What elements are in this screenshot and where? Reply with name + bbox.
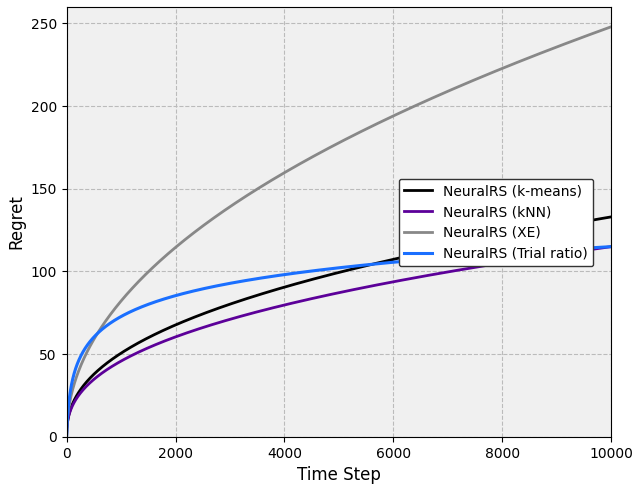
NeuralRS (XE) [417,100,424,106]
Line: NeuralRS (Trial ratio): NeuralRS (Trial ratio) [67,246,611,437]
NeuralRS (XE) [389,113,397,119]
NeuralRS (Trial ratio) [511,250,518,256]
NeuralRS (Trial ratio) [63,434,70,440]
NeuralRS (kNN) [162,338,170,344]
NeuralRS (k-means) [271,287,278,293]
NeuralRS (k-means) [389,256,397,262]
NeuralRS (Trial ratio) [607,244,615,249]
NeuralRS (k-means) [607,214,615,220]
NeuralRS (k-means) [63,434,70,440]
Y-axis label: Regret: Regret [7,194,25,249]
Legend: NeuralRS (k-means), NeuralRS (kNN), NeuralRS (XE), NeuralRS (Trial ratio): NeuralRS (k-means), NeuralRS (kNN), Neur… [399,179,593,267]
NeuralRS (Trial ratio) [271,273,278,279]
NeuralRS (Trial ratio) [417,257,424,263]
NeuralRS (Trial ratio) [389,259,397,265]
NeuralRS (Trial ratio) [162,296,170,301]
NeuralRS (XE) [607,24,615,30]
NeuralRS (XE) [469,78,477,83]
NeuralRS (k-means) [511,231,518,237]
Line: NeuralRS (k-means): NeuralRS (k-means) [67,217,611,437]
NeuralRS (k-means) [417,250,424,256]
NeuralRS (XE) [63,434,70,440]
NeuralRS (XE) [511,60,518,66]
NeuralRS (kNN) [63,434,70,440]
NeuralRS (kNN) [271,304,278,310]
NeuralRS (kNN) [511,258,518,264]
NeuralRS (kNN) [389,279,397,285]
NeuralRS (kNN) [469,265,477,271]
NeuralRS (k-means) [469,240,477,246]
NeuralRS (k-means) [162,327,170,332]
NeuralRS (kNN) [417,274,424,280]
X-axis label: Time Step: Time Step [297,466,381,484]
NeuralRS (Trial ratio) [469,253,477,259]
NeuralRS (XE) [271,175,278,181]
Line: NeuralRS (XE): NeuralRS (XE) [67,27,611,437]
NeuralRS (XE) [162,253,170,259]
NeuralRS (kNN) [607,244,615,249]
Line: NeuralRS (kNN): NeuralRS (kNN) [67,246,611,437]
